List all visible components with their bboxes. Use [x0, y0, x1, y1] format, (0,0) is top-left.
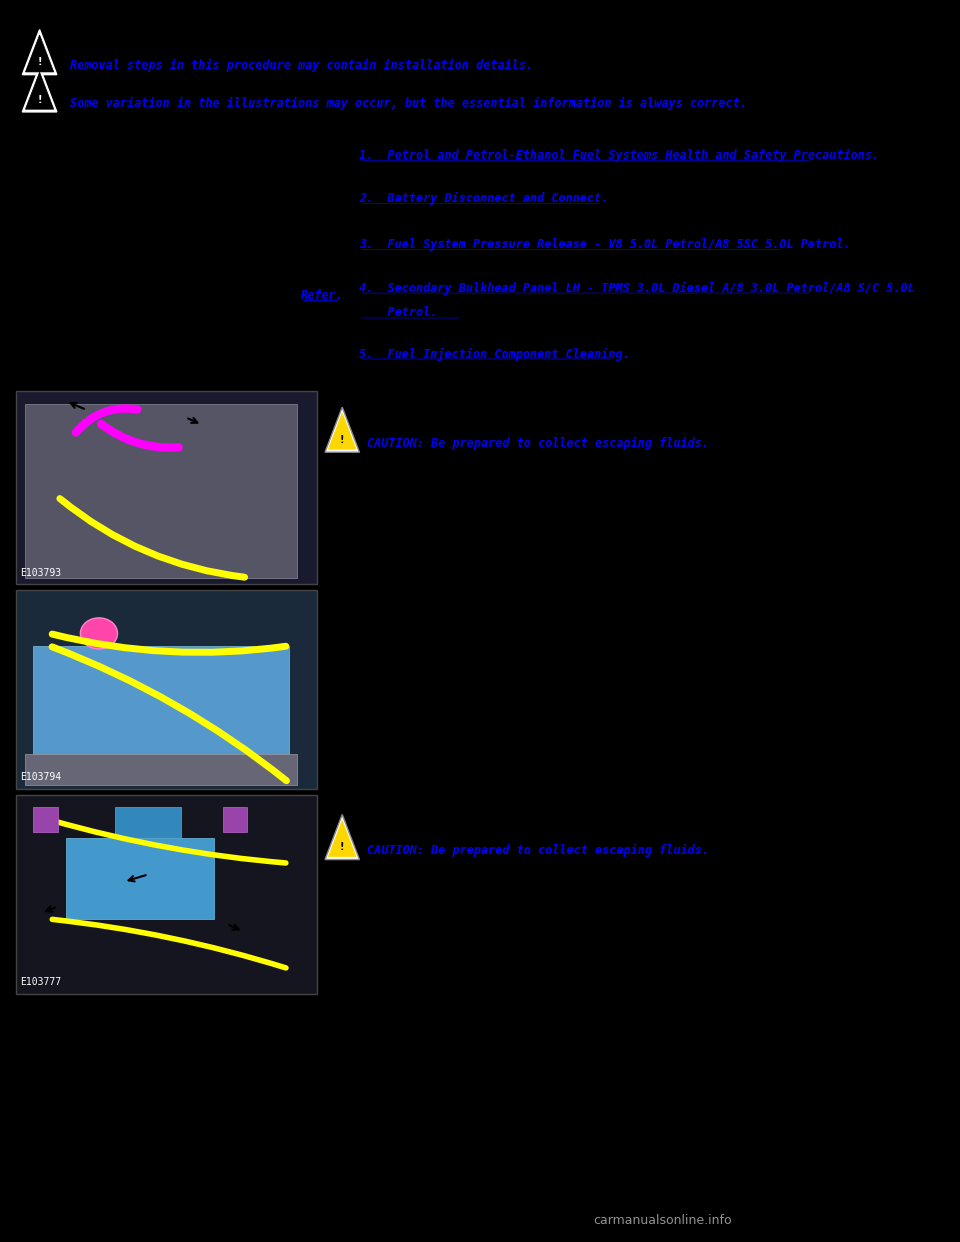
Text: Refer.: Refer.: [301, 289, 344, 302]
Polygon shape: [328, 821, 356, 857]
Text: !: !: [37, 57, 42, 67]
FancyArrowPatch shape: [52, 919, 286, 968]
FancyArrowPatch shape: [52, 821, 286, 863]
Text: Removal steps in this procedure may contain installation details.: Removal steps in this procedure may cont…: [70, 60, 533, 72]
Ellipse shape: [81, 617, 117, 648]
Text: E103793: E103793: [20, 568, 61, 578]
Text: !: !: [340, 842, 345, 852]
Bar: [115, 807, 181, 838]
Text: 4.  Secondary Bulkhead Panel LH - TPMS 3.0L Diesel A/8 3.0L Petrol/A8 S/C 5.0L: 4. Secondary Bulkhead Panel LH - TPMS 3.…: [359, 282, 915, 294]
Bar: [223, 807, 248, 832]
Bar: [66, 838, 214, 919]
Text: E103794: E103794: [20, 773, 61, 782]
Polygon shape: [22, 30, 57, 75]
FancyArrowPatch shape: [60, 498, 245, 578]
Polygon shape: [26, 35, 54, 72]
Bar: [16, 590, 318, 789]
Text: 1.  Petrol and Petrol-Ethanol Fuel Systems Health and Safety Precautions.: 1. Petrol and Petrol-Ethanol Fuel System…: [359, 149, 878, 161]
Text: carmanualsonline.info: carmanualsonline.info: [593, 1215, 732, 1227]
Text: CAUTION: Be prepared to collect escaping fluids.: CAUTION: Be prepared to collect escaping…: [367, 845, 708, 857]
Text: 2.  Battery Disconnect and Connect.: 2. Battery Disconnect and Connect.: [359, 193, 608, 205]
FancyArrowPatch shape: [101, 424, 179, 447]
Text: Some variation in the illustrations may occur, but the essential information is : Some variation in the illustrations may …: [70, 97, 747, 109]
FancyArrowPatch shape: [52, 635, 286, 652]
FancyArrowPatch shape: [52, 647, 286, 781]
Bar: [25, 404, 297, 578]
Text: CAUTION: Be prepared to collect escaping fluids.: CAUTION: Be prepared to collect escaping…: [367, 437, 708, 450]
Text: E103777: E103777: [20, 977, 61, 987]
Text: 5.  Fuel Injection Component Cleaning.: 5. Fuel Injection Component Cleaning.: [359, 348, 630, 360]
FancyArrowPatch shape: [76, 409, 137, 432]
Text: !: !: [37, 94, 42, 104]
Polygon shape: [325, 407, 359, 452]
Bar: [16, 391, 318, 584]
Polygon shape: [26, 72, 54, 109]
Text: !: !: [340, 435, 345, 445]
Text: Petrol.: Petrol.: [359, 307, 437, 319]
Text: 3.  Fuel System Pressure Release - V8 5.0L Petrol/A8 5SC 5.0L Petrol.: 3. Fuel System Pressure Release - V8 5.0…: [359, 238, 851, 251]
Bar: [16, 795, 318, 994]
Bar: [25, 754, 297, 785]
Polygon shape: [325, 815, 359, 859]
Polygon shape: [328, 414, 356, 450]
Bar: [33, 807, 58, 832]
Polygon shape: [22, 67, 57, 112]
Bar: [33, 646, 289, 770]
